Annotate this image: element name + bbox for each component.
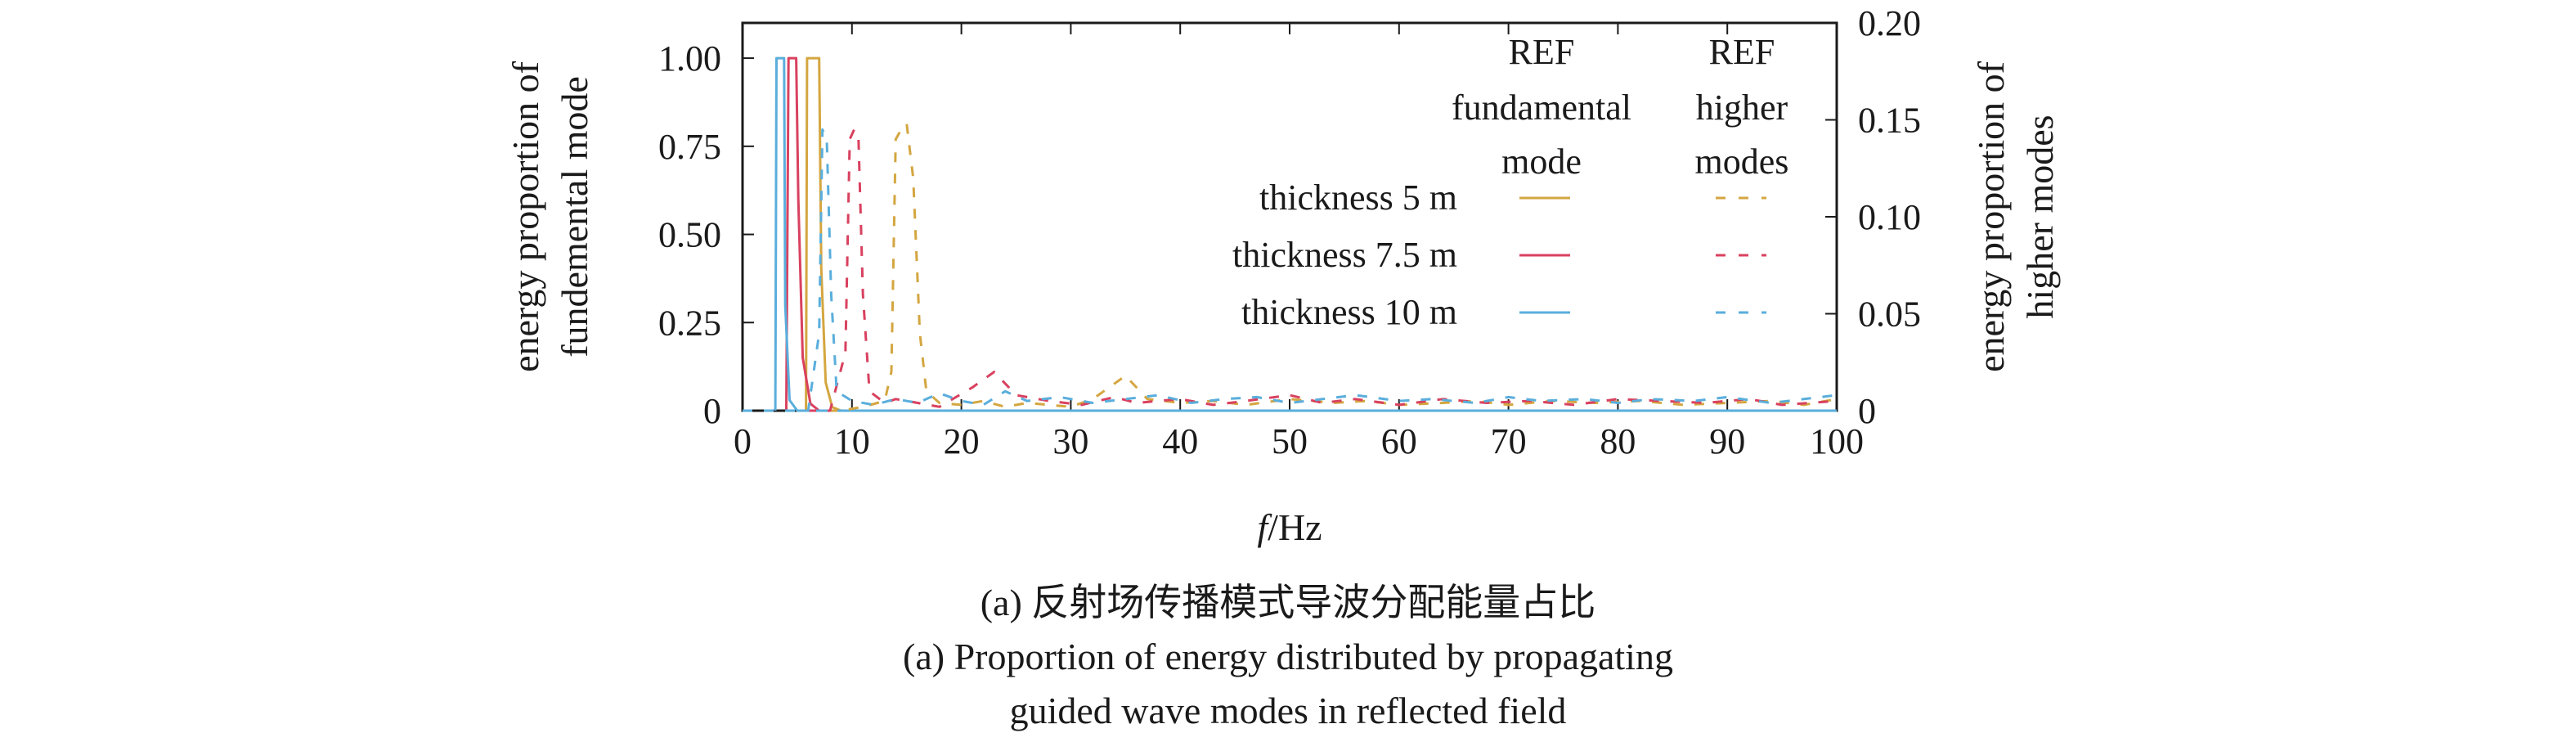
x-tick-label: 0 [734,421,752,461]
x-tick-label: 30 [1052,421,1088,461]
x-tick-label: 10 [834,421,870,461]
y-right-tick-label: 0.05 [1858,295,1921,335]
y-right-tick-label: 0 [1858,391,1876,431]
y-axis-right-title-line2: higher modes [2019,115,2061,318]
legend-header-fundamental-1: REF [1509,32,1575,72]
x-axis-title: f/Hz [1257,506,1322,548]
y-left-tick-label: 0.50 [658,215,721,255]
x-tick-label: 70 [1491,421,1527,461]
caption-english-line1: (a) Proportion of energy distributed by … [903,636,1673,677]
caption-english-line2: guided wave modes in reflected field [1009,690,1567,731]
legend-label-thickness-7-5: thickness 7.5 m [1232,235,1457,275]
series-layer [743,56,1838,412]
legend-header-higher-2: higher [1696,88,1788,128]
legend-header-fundamental-2: fundamental [1452,88,1631,128]
y-left-tick-label: 1.00 [658,38,721,79]
y-right-tick-label: 0.20 [1858,3,1921,43]
y-axis-right-title-line1: energy proportion of [1970,61,2012,372]
y-right-tick-label: 0.10 [1858,197,1921,237]
y-left-tick-label: 0.75 [658,127,721,167]
legend-header-higher-1: REF [1709,32,1775,72]
series-line-fundamental-thickness-10-m [774,56,1837,412]
y-left-tick-label: 0.25 [658,303,721,343]
legend-header-fundamental-3: mode [1501,142,1582,182]
x-tick-label: 50 [1272,421,1308,461]
x-tick-label: 40 [1162,421,1198,461]
x-tick-label: 60 [1381,421,1417,461]
y-axis-left-title-line1: energy proportion of [505,61,546,372]
x-tick-label: 80 [1600,421,1636,461]
series-line-higher-thickness-7-5-m [743,128,1838,412]
axis-ticks: 0 10 20 30 40 50 60 70 80 90 10000.250.500.751.000… [658,3,1921,461]
legend: REF fundamental mode REF higher modes th… [1232,32,1788,332]
caption-chinese: (a) 反射场传播模式导波分配能量占比 [980,582,1596,623]
y-right-tick-label: 0.15 [1858,101,1921,141]
legend-label-thickness-5: thickness 5 m [1259,178,1457,218]
x-tick-label: 90 [1709,421,1745,461]
y-left-tick-label: 0 [703,391,721,431]
y-axis-left-title-line2: fundemental mode [554,76,595,358]
x-tick-label: 100 [1810,421,1864,461]
x-tick-label: 20 [944,421,980,461]
legend-label-thickness-10: thickness 10 m [1241,292,1457,332]
legend-header-higher-3: modes [1695,142,1789,182]
